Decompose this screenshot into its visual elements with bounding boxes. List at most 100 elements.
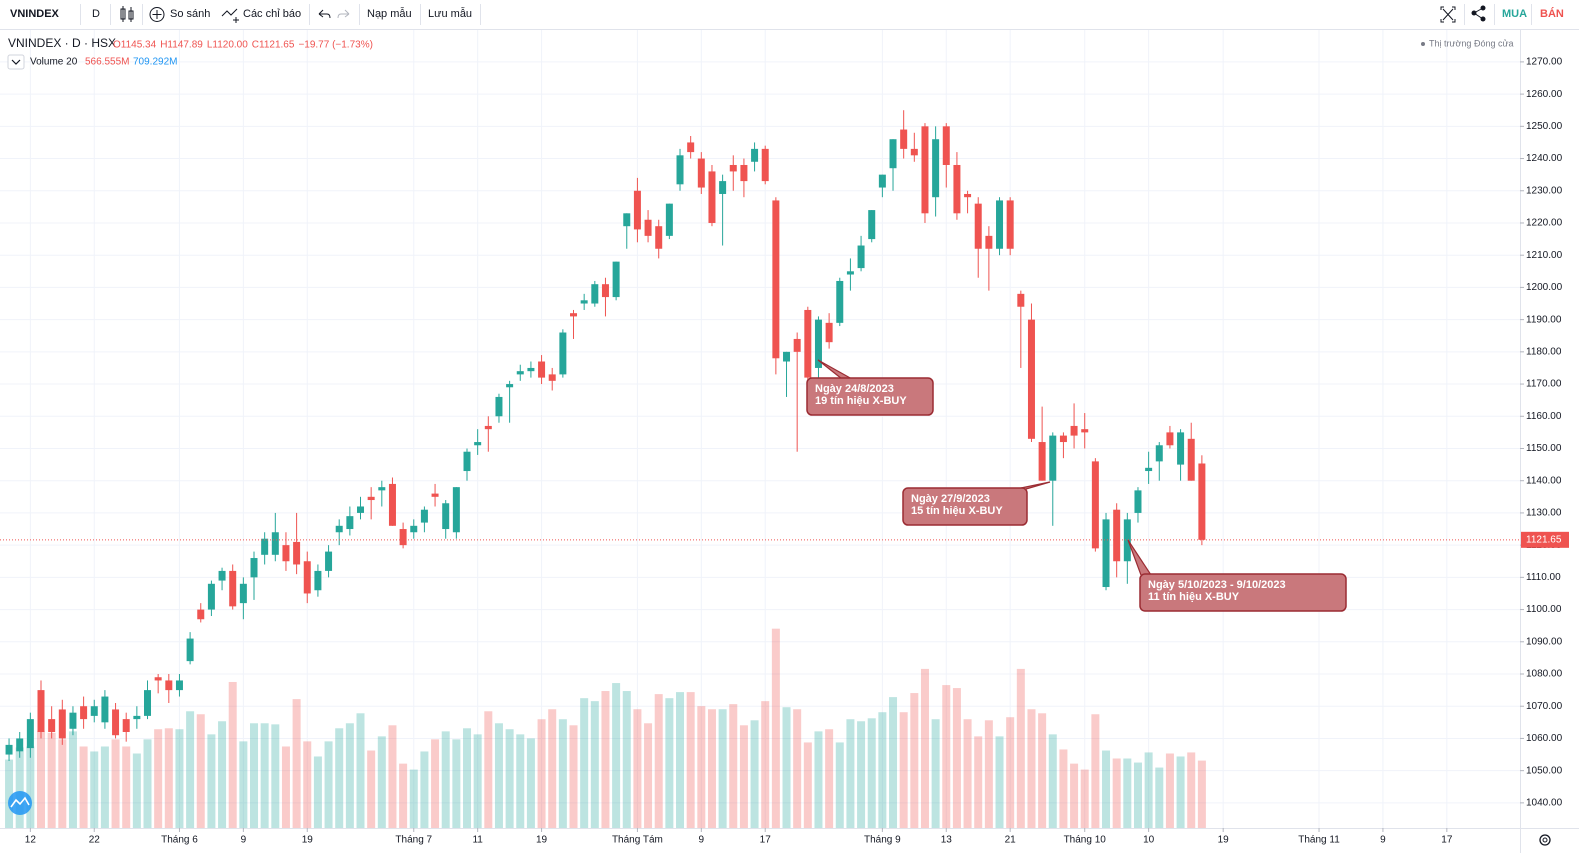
buy-button[interactable]: MUA xyxy=(1502,8,1528,20)
candle-body xyxy=(420,509,428,523)
volume-bar xyxy=(526,738,535,828)
volume-bar xyxy=(644,723,653,828)
volume-bar xyxy=(558,719,567,828)
y-tick-label: 1080.00 xyxy=(1526,669,1563,680)
chart-style-button[interactable] xyxy=(118,0,136,29)
candle-body xyxy=(112,709,120,736)
volume-bar xyxy=(186,711,195,828)
volume-bar xyxy=(1112,758,1121,828)
volume-bar xyxy=(154,729,163,828)
candle-body xyxy=(335,525,343,533)
volume-bar xyxy=(377,736,386,828)
candle-body xyxy=(26,719,34,749)
candle-body xyxy=(346,516,354,530)
candle-body xyxy=(527,367,535,372)
candle-body xyxy=(601,284,609,298)
volume-bar xyxy=(388,725,397,828)
volume-bar xyxy=(399,763,408,828)
separator xyxy=(1464,4,1465,25)
volume-bar xyxy=(707,709,716,828)
ohlc-value: C1121.65 xyxy=(252,40,295,51)
candle-body xyxy=(921,126,929,214)
volume-bar xyxy=(58,739,67,828)
volume-bar xyxy=(1091,714,1100,828)
candle-body xyxy=(495,396,503,417)
candle-body xyxy=(250,558,258,578)
volume-bar xyxy=(899,712,908,828)
load-template-button[interactable]: Nạp mẫu xyxy=(367,8,412,20)
volume-bar xyxy=(612,683,621,828)
volume-bar xyxy=(324,741,333,828)
candle-body xyxy=(165,680,173,691)
volume-bar xyxy=(1144,752,1153,828)
y-tick-label: 1230.00 xyxy=(1526,185,1563,196)
volume-legend: Volume 20 xyxy=(30,57,78,68)
indicators-icon[interactable] xyxy=(221,0,241,29)
fullscreen-button[interactable] xyxy=(1439,0,1457,29)
candle-body xyxy=(16,738,24,752)
volume-bar xyxy=(761,701,770,828)
collapse-button[interactable] xyxy=(7,54,25,70)
x-tick-label: Tháng 6 xyxy=(161,835,198,846)
volume-bar xyxy=(90,751,99,828)
candle-body xyxy=(676,155,684,185)
x-tick-label: 9 xyxy=(699,835,705,846)
sell-button[interactable]: BÁN xyxy=(1540,8,1564,20)
status-dot xyxy=(1421,42,1425,46)
annotation-box xyxy=(806,377,934,416)
candle-body xyxy=(878,174,886,188)
y-tick-label: 1060.00 xyxy=(1526,733,1563,744)
x-tick-label: 17 xyxy=(760,835,772,846)
volume-bar xyxy=(100,746,109,828)
volume-bar xyxy=(1176,756,1185,828)
ohlc-value: O1145.34 xyxy=(113,40,157,51)
volume-bar xyxy=(111,739,120,828)
volume-bar xyxy=(68,731,77,828)
volume-bar xyxy=(1155,767,1164,828)
share-button[interactable] xyxy=(1470,0,1488,29)
volume-bar xyxy=(590,701,599,828)
candle-body xyxy=(1059,435,1067,443)
volume-bar xyxy=(409,769,418,828)
candle-body xyxy=(1006,200,1014,249)
volume-bar xyxy=(835,742,844,828)
volume-bar xyxy=(239,741,248,828)
indicators-button[interactable]: Các chỉ báo xyxy=(243,8,302,20)
candle-body xyxy=(58,709,66,739)
candle-body xyxy=(548,374,556,381)
undo-redo[interactable] xyxy=(314,0,354,29)
candle-body xyxy=(325,551,333,571)
annotation-pointer xyxy=(817,359,853,380)
candle-body xyxy=(207,583,215,610)
y-tick-label: 1200.00 xyxy=(1526,282,1563,293)
compare-button[interactable]: So sánh xyxy=(170,8,211,20)
market-status: Thị trường Đóng cửa xyxy=(1429,38,1514,48)
compare-icon[interactable] xyxy=(148,0,166,29)
volume-bar xyxy=(878,712,887,828)
candle-body xyxy=(783,351,791,362)
logo-icon xyxy=(10,796,30,808)
volume-bar xyxy=(739,725,748,828)
annotation-box xyxy=(1139,573,1347,612)
candle-body xyxy=(388,483,396,526)
candle-body xyxy=(708,171,716,223)
settings-icon[interactable] xyxy=(1539,834,1551,846)
separator xyxy=(1531,4,1532,25)
candle-body xyxy=(729,164,737,172)
candle-body xyxy=(314,570,322,591)
separator xyxy=(420,4,421,25)
interval[interactable]: D xyxy=(92,8,100,20)
volume-bar xyxy=(931,719,940,828)
symbol[interactable]: VNINDEX xyxy=(10,8,59,20)
candle-body xyxy=(719,181,727,194)
candle-body xyxy=(1198,463,1206,540)
save-template-button[interactable]: Lưu mẫu xyxy=(428,8,473,20)
volume-bar xyxy=(1123,758,1132,828)
volume-bar xyxy=(1165,753,1174,828)
candle-body xyxy=(996,200,1004,249)
x-tick-label: 17 xyxy=(1441,835,1453,846)
volume-bar xyxy=(995,736,1004,828)
x-tick-label: 21 xyxy=(1005,835,1017,846)
volume-bar xyxy=(1006,717,1015,828)
